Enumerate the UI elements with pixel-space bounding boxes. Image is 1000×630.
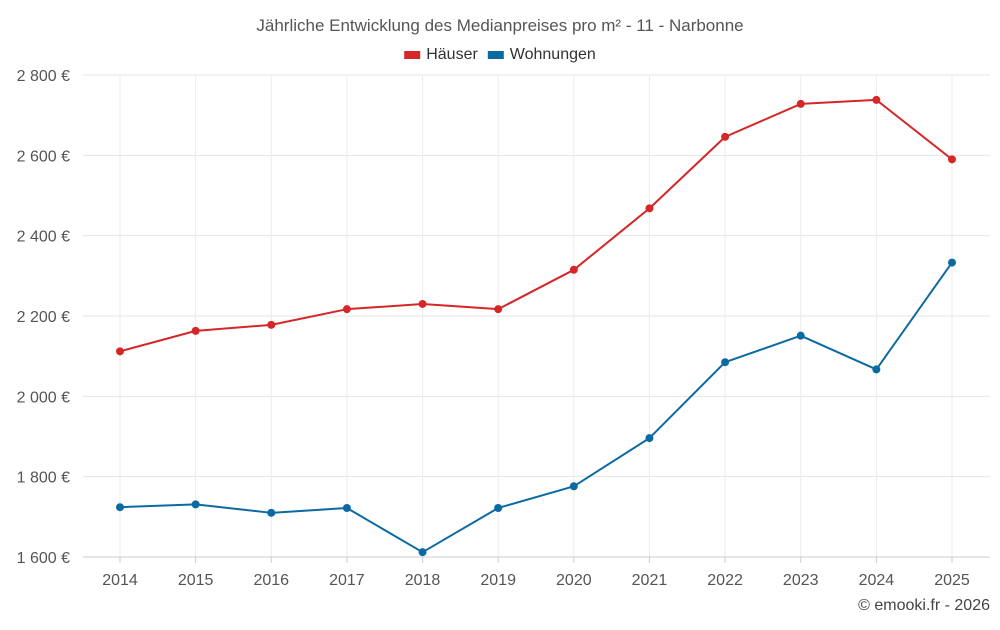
data-point[interactable]	[872, 95, 881, 104]
y-tick-label: 2 000 €	[17, 389, 70, 406]
data-point[interactable]	[872, 365, 881, 374]
x-tick-label: 2015	[178, 572, 214, 589]
data-point[interactable]	[796, 331, 805, 340]
chart-title: Jährliche Entwicklung des Medianpreises …	[256, 16, 743, 35]
data-point[interactable]	[494, 503, 503, 512]
x-tick-label: 2020	[556, 572, 592, 589]
y-axis: 1 600 € 1 800 € 2 000 € 2 200 € 2 400 € 2 600…	[17, 68, 70, 567]
y-tick-label: 1 800 €	[17, 470, 70, 487]
data-point[interactable]	[948, 155, 956, 164]
data-point[interactable]	[569, 265, 578, 274]
legend-item[interactable]: Wohnungen	[487, 46, 596, 63]
legend-swatch	[487, 51, 504, 59]
x-axis: 2014 2015 2016 2017 2018 2019 2020 2021 2022 2023…	[83, 556, 990, 589]
data-point[interactable]	[494, 305, 503, 314]
x-tick-label: 2018	[405, 572, 441, 589]
y-tick-label: 2 400 €	[17, 229, 70, 246]
grid	[83, 74, 990, 558]
series-layer	[116, 95, 956, 557]
y-tick-label: 1 600 €	[17, 550, 70, 567]
data-point[interactable]	[796, 99, 805, 108]
chart-credit: © emooki.fr - 2026	[858, 597, 990, 614]
data-point[interactable]	[645, 204, 654, 213]
data-point[interactable]	[721, 132, 730, 141]
data-point[interactable]	[418, 299, 427, 308]
y-tick-label: 2 200 €	[17, 309, 70, 326]
data-point[interactable]	[267, 508, 276, 517]
y-tick-label: 2 800 €	[17, 68, 70, 85]
x-tick-label: 2023	[783, 572, 819, 589]
data-point[interactable]	[267, 320, 276, 329]
data-point[interactable]	[116, 503, 124, 512]
x-tick-label: 2019	[480, 572, 516, 589]
series-line	[119, 262, 953, 554]
data-point[interactable]	[342, 503, 351, 512]
x-tick-label: 2024	[859, 572, 895, 589]
legend-label: Häuser	[426, 46, 478, 63]
series-line	[119, 98, 953, 353]
legend: Häuser Wohnungen	[404, 46, 596, 63]
x-tick-label: 2022	[707, 572, 743, 589]
legend-label: Wohnungen	[510, 46, 596, 63]
legend-swatch	[404, 51, 421, 59]
x-tick-label: 2021	[632, 572, 668, 589]
x-tick-label: 2016	[253, 572, 289, 589]
legend-item[interactable]: Häuser	[404, 46, 478, 63]
data-point[interactable]	[191, 326, 200, 335]
data-point[interactable]	[418, 548, 427, 557]
data-point[interactable]	[191, 500, 200, 509]
data-point[interactable]	[721, 358, 730, 367]
series-haeuser	[116, 95, 956, 356]
data-point[interactable]	[948, 258, 956, 267]
data-point[interactable]	[116, 347, 124, 356]
data-point[interactable]	[645, 434, 654, 443]
y-tick-label: 2 600 €	[17, 148, 70, 165]
x-tick-label: 2017	[329, 572, 365, 589]
data-point[interactable]	[569, 482, 578, 491]
x-tick-label: 2014	[102, 572, 138, 589]
data-point[interactable]	[342, 305, 351, 314]
series-wohnungen	[116, 258, 956, 557]
x-tick-label: 2025	[934, 572, 970, 589]
